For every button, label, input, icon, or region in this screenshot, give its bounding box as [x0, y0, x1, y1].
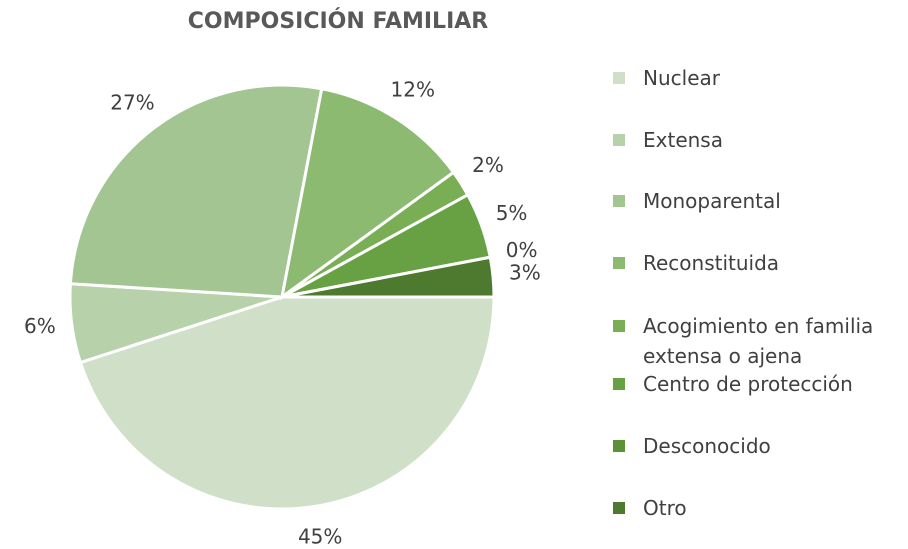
- legend-label: Otro: [643, 496, 687, 520]
- legend-label: Extensa: [643, 128, 723, 152]
- legend-label: Centro de protección: [643, 372, 853, 396]
- legend-swatch: [613, 195, 625, 207]
- data-label: 27%: [110, 91, 154, 115]
- data-label: 2%: [472, 153, 504, 177]
- data-label: 5%: [496, 201, 528, 225]
- pie-slice: [78, 295, 496, 511]
- legend-item: Extensa: [613, 125, 903, 155]
- pie-slice: [279, 87, 456, 301]
- legend-label: Monoparental: [643, 189, 781, 213]
- legend-item: Acogimiento en familia extensa o ajena: [613, 311, 903, 371]
- data-label: 45%: [298, 524, 342, 548]
- data-label: 3%: [509, 261, 541, 285]
- legend-item: Desconocido: [613, 431, 903, 461]
- legend-swatch: [613, 72, 625, 84]
- legend-item: Centro de protección: [613, 369, 903, 399]
- pie-slice: [68, 83, 324, 299]
- legend-swatch: [613, 378, 625, 390]
- data-label: 6%: [24, 314, 56, 338]
- legend-swatch: [613, 257, 625, 269]
- legend-item: Monoparental: [613, 186, 903, 216]
- data-label: 12%: [391, 77, 435, 101]
- legend-item: Reconstituida: [613, 248, 903, 278]
- legend-swatch: [613, 502, 625, 514]
- data-label: 0%: [506, 238, 538, 262]
- legend-swatch: [613, 320, 625, 332]
- legend-label: Acogimiento en familia extensa o ajena: [643, 314, 874, 368]
- legend-label: Nuclear: [643, 66, 720, 90]
- legend-swatch: [613, 134, 625, 146]
- legend-swatch: [613, 440, 625, 452]
- legend-item: Otro: [613, 493, 903, 523]
- legend-label: Reconstituida: [643, 251, 780, 275]
- legend-label: Desconocido: [643, 434, 771, 458]
- pie-chart: COMPOSICIÓN FAMILIAR 45% 6% 27% 12% 2% 5% 0%3%: [24, 8, 541, 548]
- chart-title: COMPOSICIÓN FAMILIAR: [188, 8, 489, 34]
- pie-slice: [281, 255, 496, 299]
- legend-item: Nuclear: [613, 63, 903, 93]
